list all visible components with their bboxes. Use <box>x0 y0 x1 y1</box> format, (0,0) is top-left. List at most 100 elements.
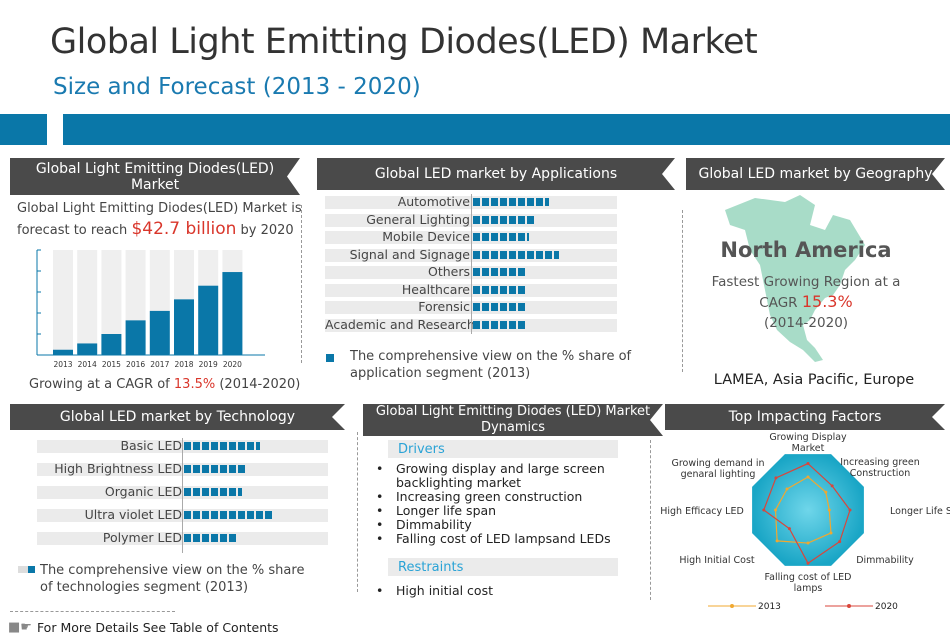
radar-axis-label: Longer Life Span <box>890 506 950 517</box>
legend-square-icon <box>28 566 35 573</box>
list-item: Growing display and large screen backlig… <box>368 462 653 490</box>
bar-healthcare <box>473 285 527 294</box>
region-desc: Fastest Growing Region at a <box>711 274 901 290</box>
bar-signal-and-signage <box>473 250 560 259</box>
header-band-left <box>0 114 47 145</box>
bar-label: Organic LED <box>104 484 182 499</box>
bar-label: Academic and Research <box>325 316 475 332</box>
bar-2013 <box>53 349 73 355</box>
bar-background <box>53 250 73 355</box>
market-forecast: Global Light Emitting Diodes(LED) Market… <box>17 199 302 241</box>
radar-point <box>806 541 810 545</box>
bar-organic-led <box>184 488 242 496</box>
market-bar-chart: 2013 2014 2015 2016 2017 2018 2019 2020 <box>36 249 265 369</box>
bar-label: Basic LED <box>120 438 182 453</box>
other-regions: LAMEA, Asia Pacific, Europe <box>713 372 915 388</box>
radar-background <box>752 454 864 566</box>
bar-label: Signal and Signage <box>349 246 470 262</box>
radar-point <box>838 540 842 544</box>
x-tick-label: 2020 <box>223 360 242 369</box>
bar-label: Others <box>427 264 470 279</box>
bar-label: Forensic <box>418 299 470 314</box>
legend-square-icon <box>326 354 334 362</box>
bar-label: Polymer LED <box>102 530 182 545</box>
bar-background <box>77 250 98 355</box>
page-subtitle: Size and Forecast (2013 - 2020) <box>53 74 421 100</box>
forecast-year: by 2020 <box>240 223 294 238</box>
table-of-contents-link[interactable]: ■☛ For More Details See Table of Content… <box>8 620 279 635</box>
x-tick-label: 2018 <box>174 360 193 369</box>
drivers-list: Growing display and large screen backlig… <box>368 462 653 547</box>
market-cagr: Growing at a CAGR of 13.5% (2014-2020) <box>29 376 300 393</box>
bar-others <box>473 268 527 276</box>
bar-high-brightness-led <box>184 465 248 473</box>
x-tick-label: 2015 <box>102 360 121 369</box>
bar-2015 <box>101 334 122 355</box>
cagr-label: CAGR <box>759 295 798 311</box>
cagr-text: Growing at a CAGR of <box>29 377 170 392</box>
bar-2019 <box>198 285 219 355</box>
table-of-contents-label: For More Details See Table of Contents <box>36 620 279 635</box>
factors-heading: Top Impacting Factors <box>665 404 945 430</box>
region-name: North America <box>720 238 892 262</box>
divider <box>301 205 302 363</box>
radar-point <box>806 561 810 565</box>
radar-point <box>824 490 828 494</box>
radar-point <box>785 487 789 491</box>
radar-point <box>787 527 791 531</box>
header-band <box>63 114 950 145</box>
bar-ultra-violet-led <box>184 511 272 519</box>
radar-point <box>827 508 831 512</box>
bar-basic-led <box>184 442 261 450</box>
bar-background <box>101 250 122 355</box>
axis-line <box>182 438 183 553</box>
divider <box>650 440 651 600</box>
radar-axis-label: Falling cost of LED lamps <box>765 572 852 594</box>
applications-heading: Global LED market by Applications <box>317 158 675 190</box>
radar-axis-label: High Initial Cost <box>679 555 755 566</box>
market-heading: Global Light Emitting Diodes(LED) Market <box>10 158 300 195</box>
x-tick-label: 2014 <box>78 360 97 369</box>
radar-point <box>774 476 778 480</box>
radar-axis-label: Dimmability <box>856 555 914 566</box>
list-item: Increasing green construction <box>368 490 653 505</box>
bar-2017 <box>149 310 170 355</box>
cagr-value: 13.5% <box>173 377 216 392</box>
radar-axis-label: Increasing green Construction <box>840 457 920 479</box>
region-period: (2014-2020) <box>763 315 849 331</box>
region-growth: Fastest Growing Region at a CAGR 15.3% (… <box>686 272 926 333</box>
radar-point <box>830 484 834 488</box>
bar-forensic <box>473 303 527 311</box>
list-item: High initial cost <box>368 584 653 599</box>
region-cagr: 15.3% <box>801 292 853 311</box>
radar-axis-label: High Efficacy LED <box>660 506 744 517</box>
radar-point <box>775 539 779 543</box>
list-item: Longer life span <box>368 504 653 519</box>
factors-radar-chart: 2013 2020 Growing Display Market Increasing … <box>660 432 950 612</box>
list-item: Falling cost of LED lampsand LEDs <box>368 532 653 547</box>
bar-2018 <box>174 299 194 355</box>
divider <box>10 611 175 612</box>
radar-point <box>848 508 852 512</box>
drivers-label: Drivers <box>388 440 618 458</box>
bar-label: Mobile Device <box>382 229 470 244</box>
radar-point <box>762 508 766 512</box>
axis-line <box>471 194 472 334</box>
bar-label: Healthcare <box>401 281 470 297</box>
x-tick-label: 2016 <box>126 360 145 369</box>
bar-label: Automotive <box>397 194 470 209</box>
geography-heading: Global LED market by Geography <box>686 158 945 190</box>
legend-label: 2020 <box>875 602 898 612</box>
bar-polymer-led <box>184 534 238 542</box>
bar-general-lighting <box>473 215 537 224</box>
divider <box>682 210 683 372</box>
dynamics-heading: Global Light Emitting Diodes (LED) Marke… <box>363 404 663 436</box>
bar-2020 <box>222 272 243 355</box>
bar-academic-and-research <box>473 320 527 329</box>
list-item: Dimmability <box>368 518 653 533</box>
x-tick-label: 2017 <box>150 360 169 369</box>
legend-marker <box>847 604 851 608</box>
pointing-hand-icon: ■☛ <box>8 620 32 635</box>
legend-bar-icon <box>18 566 31 573</box>
divider <box>357 432 358 592</box>
